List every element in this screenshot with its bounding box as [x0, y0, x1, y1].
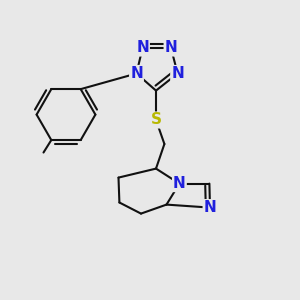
Text: N: N	[165, 40, 177, 56]
Text: N: N	[130, 66, 143, 81]
Text: S: S	[151, 112, 161, 128]
Text: N: N	[171, 66, 184, 81]
Text: N: N	[204, 200, 216, 215]
Text: N: N	[173, 176, 186, 191]
Text: N: N	[136, 40, 149, 56]
